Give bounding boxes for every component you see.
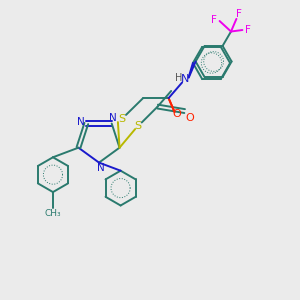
Text: N: N [181,74,189,85]
Text: S: S [118,113,125,124]
Text: O: O [172,109,182,119]
Text: H: H [175,73,182,83]
Text: S: S [135,121,142,131]
Text: F: F [236,9,242,20]
Text: CH₃: CH₃ [45,209,61,218]
Text: F: F [245,25,251,35]
Text: O: O [186,113,194,123]
Text: N: N [109,113,116,123]
Text: N: N [97,163,104,173]
Text: N: N [77,117,85,127]
Text: F: F [211,14,217,25]
